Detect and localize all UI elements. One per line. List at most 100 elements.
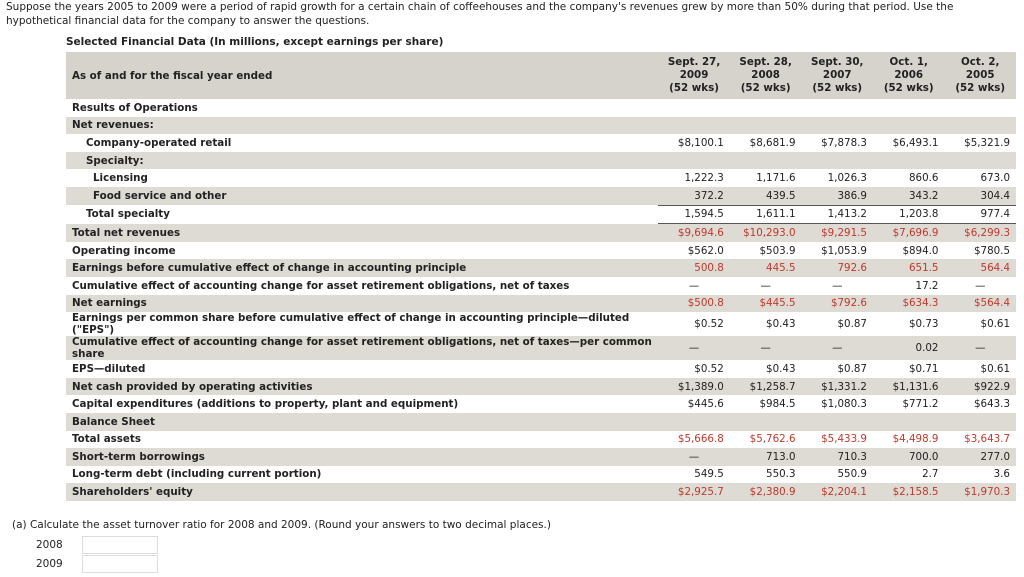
row-value: 792.6 [837,262,867,275]
column-header-line: (52 wks) [883,82,934,94]
column-header-line: (52 wks) [669,82,719,94]
row-value: 1,026.3 [827,172,867,185]
row-value: $0.61 [980,318,1010,331]
row-value: 651.5 [908,262,939,275]
row-value: $2,204.1 [821,486,867,499]
table-row: Capital expenditures (additions to prope… [66,395,1016,413]
answer-input[interactable] [82,555,158,573]
row-label: Licensing [93,172,148,185]
row-value [658,413,729,431]
row-value: $0.61 [980,362,1010,375]
header-label: As of and for the fiscal year ended [72,69,273,82]
row-label: Total net revenues [72,226,181,239]
row-value: 372.2 [694,189,724,202]
table-row: Cumulative effect of accounting change f… [66,336,1016,361]
row-value [873,413,944,431]
row-value [730,152,802,170]
row-label: Total assets [72,433,141,446]
row-value [873,99,944,117]
row-value: $7,878.3 [821,136,867,149]
row-value: 1,413.2 [801,204,873,224]
row-value: — [832,342,843,355]
header-row: As of and for the fiscal year ended Sept.… [66,52,1016,99]
row-value: 713.0 [766,450,796,463]
table-row: Shareholders' equity $2,925.7 $2,380.9 $2,2… [66,483,1016,501]
row-value: $0.73 [908,318,939,331]
answer-label: 2008 [36,539,63,551]
row-value: 1,222.3 [684,172,724,185]
row-value: $0.52 [694,362,724,375]
row-value: $894.0 [902,244,939,257]
row-value: 277.0 [980,450,1010,463]
table-row: Company-operated retail $8,100.1 $8,681.9 $… [66,134,1016,152]
row-value [873,117,944,135]
row-value: 2.7 [922,468,939,481]
answer-input[interactable] [82,536,158,554]
row-label: Specialty: [86,154,144,167]
intro-text: Suppose the years 2005 to 2009 were a pe… [6,1,954,27]
row-value: $8,681.9 [749,136,796,149]
row-value [802,413,873,431]
row-value: $1,970.3 [964,486,1010,499]
row-value [944,99,1016,117]
column-header-line: (52 wks) [955,82,1006,94]
row-value: 977.4 [944,204,1016,224]
column-header-line: 2009 [679,69,709,81]
row-value: $1,331.2 [821,380,867,393]
row-value [802,152,873,170]
row-value: $0.43 [766,318,796,331]
table-row: Operating income $562.0 $503.9 $1,053.9 $894… [66,242,1016,260]
row-value: $10,293.0 [729,223,802,242]
column-header-line: (52 wks) [812,82,863,94]
column-header: Sept. 28, 2008 (52 wks) [730,52,802,99]
row-value: $922.9 [973,380,1010,393]
row-value: $1,258.7 [749,380,796,393]
row-value: — [688,279,700,292]
row-value: 550.3 [766,468,796,481]
row-value: 564.4 [980,262,1010,275]
table-row: Net cash provided by operating activitie… [66,377,1016,396]
table-row: Net earnings $500.8 $445.5 $792.6 $634.3 $564… [66,294,1016,313]
row-value: — [688,450,700,463]
table-row: Net revenues: [66,116,1016,135]
table-row: Cumulative effect of accounting change f… [66,277,1016,295]
row-label: Earnings per common share before cumulat… [72,312,630,337]
row-value: $0.71 [908,362,939,375]
row-value: 445.5 [766,262,796,275]
row-value: $5,762.6 [749,433,796,446]
row-value: 0.02 [915,342,939,355]
row-value: $7,696.9 [872,223,945,242]
row-value: $643.3 [973,398,1010,411]
column-header-line: Oct. 1, [889,56,928,68]
table-row: Food service and other 372.2 439.5 386.9 343… [66,186,1016,206]
table-row: Total specialty 1,594.5 1,611.1 1,413.2 1,20… [66,204,1016,224]
row-value: $6,493.1 [892,136,939,149]
row-value: $1,131.6 [892,380,939,393]
column-header: Sept. 30, 2007 (52 wks) [802,52,873,99]
row-label: Food service and other [93,190,227,203]
table-row: Earnings before cumulative effect of cha… [66,259,1016,277]
financial-table: As of and for the fiscal year ended Sept.… [66,52,1016,501]
row-label: Net earnings [72,297,147,310]
row-value: $445.6 [687,398,724,411]
row-label: Short-term borrowings [72,450,205,463]
column-header: Oct. 1, 2006 (52 wks) [873,52,944,99]
column-header-line: Sept. 27, [667,56,721,68]
row-label: Earnings before cumulative effect of cha… [72,262,467,275]
row-value [658,152,729,170]
row-value: $6,299.3 [944,223,1016,242]
row-value [730,117,802,135]
row-value: — [975,279,986,292]
row-value: $9,291.5 [801,223,873,242]
row-label: Cumulative effect of accounting change f… [72,279,570,292]
row-value: 710.3 [837,450,867,463]
row-value [730,413,802,431]
table-row: Results of Operations [66,99,1016,117]
table-row: Short-term borrowings — 713.0 710.3 700.0 277… [66,448,1016,466]
row-value [730,99,802,117]
row-value: — [760,279,771,292]
row-value [944,152,1016,170]
table-row: Long-term debt (including current portio… [66,466,1016,484]
table-row: Balance Sheet [66,412,1016,431]
row-label: Shareholders' equity [72,486,193,499]
